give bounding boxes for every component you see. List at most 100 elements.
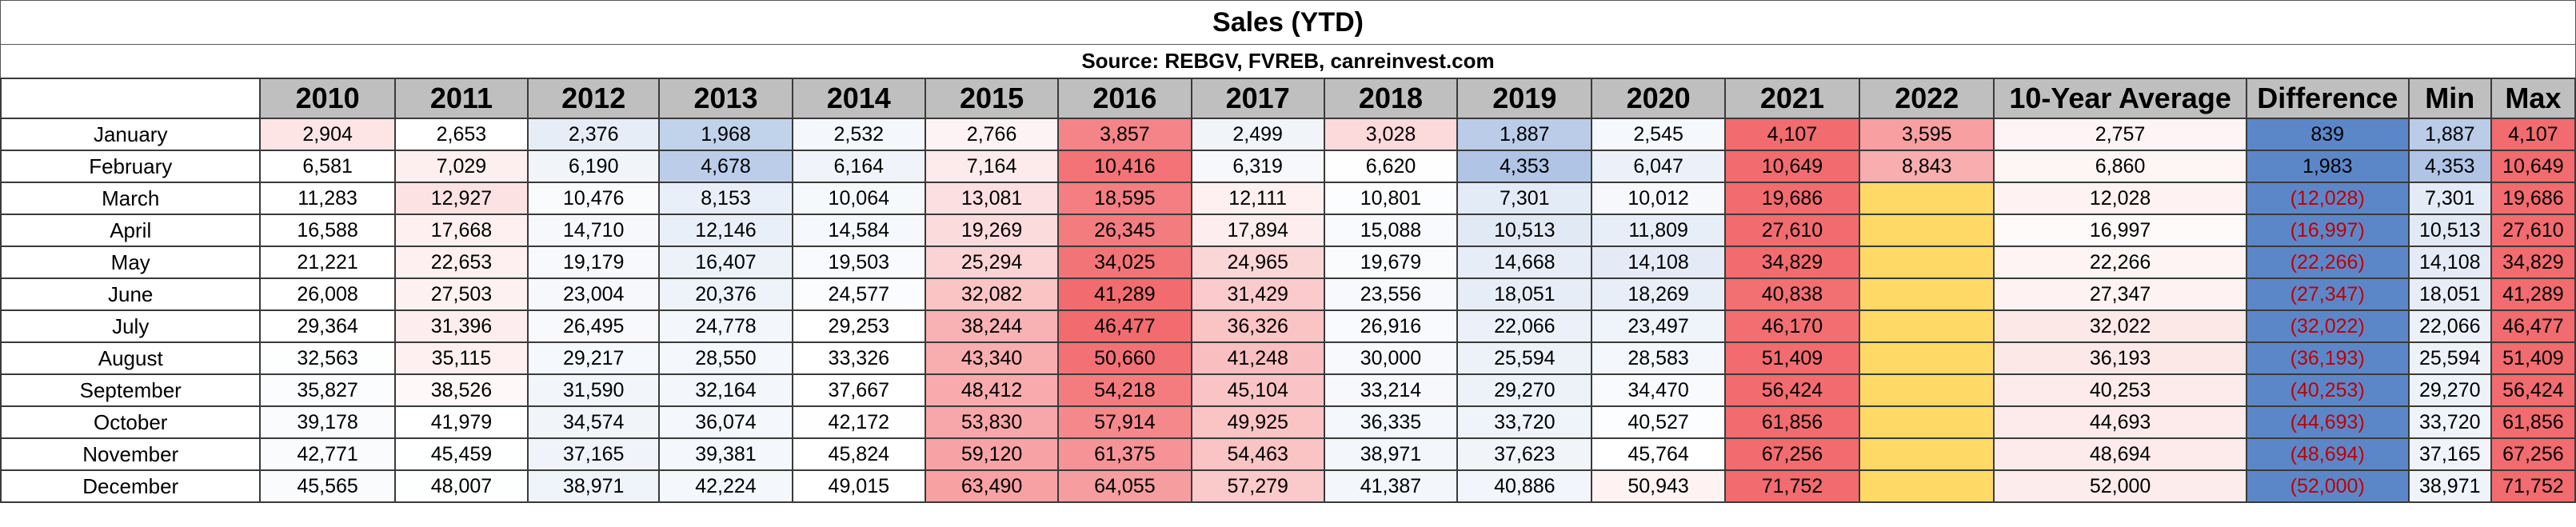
table-cell: 10,476	[527, 182, 661, 215]
table-cell: 2,545	[1591, 118, 1726, 151]
table-row: November 42,771 45,459 37,165 39,381 45,824 59…	[0, 437, 2576, 471]
table-cell: 6,620	[1323, 150, 1459, 183]
table-cell: 32,022	[1993, 309, 2247, 343]
table-cell: (22,266)	[2245, 246, 2410, 279]
table-cell: 71,752	[1723, 469, 1861, 503]
table-row: January 2,904 2,653 2,376 1,968 2,532 2,766 3,8…	[0, 118, 2576, 151]
table-cell: 30,000	[1323, 341, 1459, 375]
table-cell: 14,108	[1591, 246, 1726, 279]
table-cell: 34,470	[1591, 373, 1726, 407]
table-cell: 38,971	[1323, 437, 1459, 471]
column-header: 10-Year Average	[1993, 78, 2247, 119]
table-cell	[1859, 469, 1995, 503]
table-cell: 27,503	[393, 277, 529, 311]
table-cell: 33,326	[791, 341, 926, 375]
column-header: 2019	[1456, 78, 1593, 119]
table-cell: 67,256	[2490, 437, 2576, 471]
table-cell: 50,943	[1591, 469, 1726, 503]
table-cell: (44,693)	[2245, 405, 2410, 439]
table-cell: 34,829	[2490, 246, 2576, 279]
table-cell	[1859, 373, 1995, 407]
table-cell: 49,015	[791, 469, 926, 503]
table-cell: 14,668	[1456, 246, 1593, 279]
table-cell: 1,887	[1456, 118, 1593, 151]
table-row: March 11,283 12,927 10,476 8,153 10,064 13,081…	[0, 182, 2576, 215]
table-cell: 22,266	[1993, 246, 2247, 279]
table-cell: 12,111	[1190, 182, 1325, 215]
table-row: February 6,581 7,029 6,190 4,678 6,164 7,164 10…	[0, 150, 2576, 183]
table-cell: 35,115	[393, 341, 529, 375]
row-month-label: June	[0, 277, 262, 311]
table-cell: (36,193)	[2245, 341, 2410, 375]
column-header: 2011	[393, 78, 529, 119]
table-cell: 57,279	[1190, 469, 1325, 503]
table-cell: 14,710	[527, 214, 661, 247]
header-row: 2010 2011 2012 2013 2014 2015 2016 2017 2018 2019…	[0, 78, 2576, 119]
table-cell: 38,244	[924, 309, 1060, 343]
table-cell: 27,610	[1723, 214, 1861, 247]
row-month-label: October	[0, 405, 262, 439]
table-cell: 25,594	[2407, 341, 2492, 375]
table-cell: (52,000)	[2245, 469, 2410, 503]
table-cell: 11,809	[1591, 214, 1726, 247]
table-cell: 12,028	[1993, 182, 2247, 215]
row-month-label: September	[0, 373, 262, 407]
table-cell	[1859, 309, 1995, 343]
table-cell: 40,886	[1456, 469, 1593, 503]
table-cell: 31,590	[527, 373, 661, 407]
table-cell: (12,028)	[2245, 182, 2410, 215]
table-row: May 21,221 22,653 19,179 16,407 19,503 25,294 3…	[0, 246, 2576, 279]
table-cell: 1,968	[658, 118, 793, 151]
table-cell: 10,064	[791, 182, 926, 215]
table-cell: 71,752	[2490, 469, 2576, 503]
table-cell: 56,424	[2490, 373, 2576, 407]
table-cell: 28,583	[1591, 341, 1726, 375]
table-cell: 12,927	[393, 182, 529, 215]
sales-table: 2010 2011 2012 2013 2014 2015 2016 2017 2018 2019…	[0, 78, 2576, 503]
table-cell: 41,387	[1323, 469, 1459, 503]
table-cell: 17,668	[393, 214, 529, 247]
table-cell: 23,497	[1591, 309, 1726, 343]
table-cell: 21,221	[259, 246, 396, 279]
row-month-label: January	[0, 118, 262, 151]
table-cell: 10,649	[1723, 150, 1861, 183]
table-cell: 42,172	[791, 405, 926, 439]
table-cell: 1,983	[2245, 150, 2410, 183]
table-cell: 22,066	[2407, 309, 2492, 343]
table-cell: 16,407	[658, 246, 793, 279]
column-header: Max	[2490, 78, 2576, 119]
table-cell: 37,165	[2407, 437, 2492, 471]
table-cell: 2,376	[527, 118, 661, 151]
table-cell: 19,679	[1323, 246, 1459, 279]
table-cell: 27,347	[1993, 277, 2247, 311]
table-cell: 10,416	[1057, 150, 1192, 183]
table-subtitle: Source: REBGV, FVREB, canreinvest.com	[0, 44, 2576, 78]
table-cell: 19,179	[527, 246, 661, 279]
table-cell: 7,301	[1456, 182, 1593, 215]
table-cell: 36,326	[1190, 309, 1325, 343]
table-cell: 26,495	[527, 309, 661, 343]
table-cell: 14,108	[2407, 246, 2492, 279]
table-cell: 40,527	[1591, 405, 1726, 439]
table-cell: 7,301	[2407, 182, 2492, 215]
table-cell: 6,164	[791, 150, 926, 183]
table-cell: (27,347)	[2245, 277, 2410, 311]
table-cell: 29,270	[2407, 373, 2492, 407]
table-cell	[1859, 182, 1995, 215]
table-cell: 56,424	[1723, 373, 1861, 407]
column-header: 2018	[1323, 78, 1459, 119]
table-cell: 26,345	[1057, 214, 1192, 247]
table-cell: 13,081	[924, 182, 1060, 215]
table-cell: 45,764	[1591, 437, 1726, 471]
table-cell: 49,925	[1190, 405, 1325, 439]
table-cell: 29,270	[1456, 373, 1593, 407]
row-month-label: August	[0, 341, 262, 375]
table-cell: 18,595	[1057, 182, 1192, 215]
table-cell: (32,022)	[2245, 309, 2410, 343]
column-header: 2017	[1190, 78, 1325, 119]
table-cell: 23,004	[527, 277, 661, 311]
table-cell: 24,577	[791, 277, 926, 311]
table-cell: 39,381	[658, 437, 793, 471]
table-cell: 6,581	[259, 150, 396, 183]
